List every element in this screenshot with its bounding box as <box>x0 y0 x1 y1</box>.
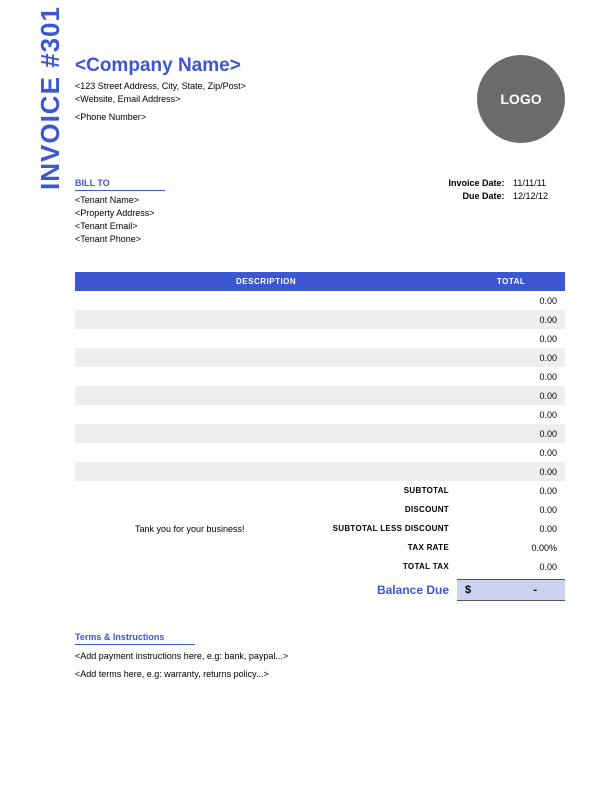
balance-due-value: $ - <box>457 579 565 601</box>
col-total: TOTAL <box>457 272 565 291</box>
terms-label: Terms & Instructions <box>75 632 195 645</box>
row-total: 0.00 <box>457 367 565 386</box>
invoice-date: 11/11/11 <box>513 178 565 188</box>
balance-due-row: Balance Due $ - <box>75 578 565 602</box>
row-total: 0.00 <box>457 310 565 329</box>
balance-currency: $ <box>465 584 471 596</box>
terms-payment: <Add payment instructions here, e.g: ban… <box>75 651 565 661</box>
row-description <box>75 424 457 443</box>
table-row: 0.00 <box>75 329 565 348</box>
row-total: 0.00 <box>457 291 565 310</box>
invoice-date-label: Invoice Date: <box>448 178 504 188</box>
row-description <box>75 386 457 405</box>
table-row: 0.00 <box>75 405 565 424</box>
row-total: 0.00 <box>457 405 565 424</box>
terms-policy: <Add terms here, e.g: warranty, returns … <box>75 669 565 679</box>
row-description <box>75 291 457 310</box>
invoice-meta: Invoice Date: 11/11/11 Due Date: 12/12/1… <box>448 178 565 204</box>
due-date: 12/12/12 <box>513 191 565 201</box>
tax-rate-value: 0.00% <box>457 543 565 553</box>
row-total: 0.00 <box>457 462 565 481</box>
table-row: 0.00 <box>75 386 565 405</box>
bill-to-section: BILL TO <Tenant Name> <Property Address>… <box>75 178 565 244</box>
bill-to-label: BILL TO <box>75 178 165 191</box>
table-row: 0.00 <box>75 367 565 386</box>
total-tax-value: 0.00 <box>457 562 565 572</box>
row-description <box>75 329 457 348</box>
logo-placeholder: LOGO <box>477 55 565 143</box>
row-total: 0.00 <box>457 424 565 443</box>
row-description <box>75 348 457 367</box>
tenant-phone: <Tenant Phone> <box>75 234 565 244</box>
row-total: 0.00 <box>457 348 565 367</box>
discount-value: 0.00 <box>457 505 565 515</box>
table-row: 0.00 <box>75 348 565 367</box>
line-items-table: DESCRIPTION TOTAL 0.000.000.000.000.000.… <box>75 272 565 481</box>
subtotal-less-label: SUBTOTAL LESS DISCOUNT <box>75 524 457 533</box>
table-row: 0.00 <box>75 443 565 462</box>
invoice-number-sidebar: INVOICE #301 <box>35 6 66 190</box>
subtotal-label: SUBTOTAL <box>75 486 457 495</box>
row-description <box>75 405 457 424</box>
summary-section: SUBTOTAL 0.00 DISCOUNT 0.00 Tank you for… <box>75 481 565 602</box>
property-address: <Property Address> <box>75 208 565 218</box>
table-row: 0.00 <box>75 291 565 310</box>
total-tax-label: TOTAL TAX <box>75 562 457 571</box>
table-row: 0.00 <box>75 310 565 329</box>
row-total: 0.00 <box>457 329 565 348</box>
table-row: 0.00 <box>75 424 565 443</box>
row-description <box>75 310 457 329</box>
row-description <box>75 367 457 386</box>
discount-label: DISCOUNT <box>75 505 457 514</box>
table-row: 0.00 <box>75 462 565 481</box>
due-date-label: Due Date: <box>462 191 504 201</box>
row-description <box>75 443 457 462</box>
row-total: 0.00 <box>457 443 565 462</box>
subtotal-value: 0.00 <box>457 486 565 496</box>
header: <Company Name> <123 Street Address, City… <box>75 55 565 150</box>
thank-you-message: Tank you for your business! <box>135 524 245 534</box>
terms-section: Terms & Instructions <Add payment instru… <box>75 632 565 679</box>
subtotal-less-value: 0.00 <box>457 524 565 534</box>
invoice-content: <Company Name> <123 Street Address, City… <box>75 55 565 687</box>
col-description: DESCRIPTION <box>75 272 457 291</box>
balance-due-label: Balance Due <box>75 583 457 597</box>
tenant-email: <Tenant Email> <box>75 221 565 231</box>
row-description <box>75 462 457 481</box>
row-total: 0.00 <box>457 386 565 405</box>
tax-rate-label: TAX RATE <box>75 543 457 552</box>
balance-amount: - <box>533 584 537 596</box>
